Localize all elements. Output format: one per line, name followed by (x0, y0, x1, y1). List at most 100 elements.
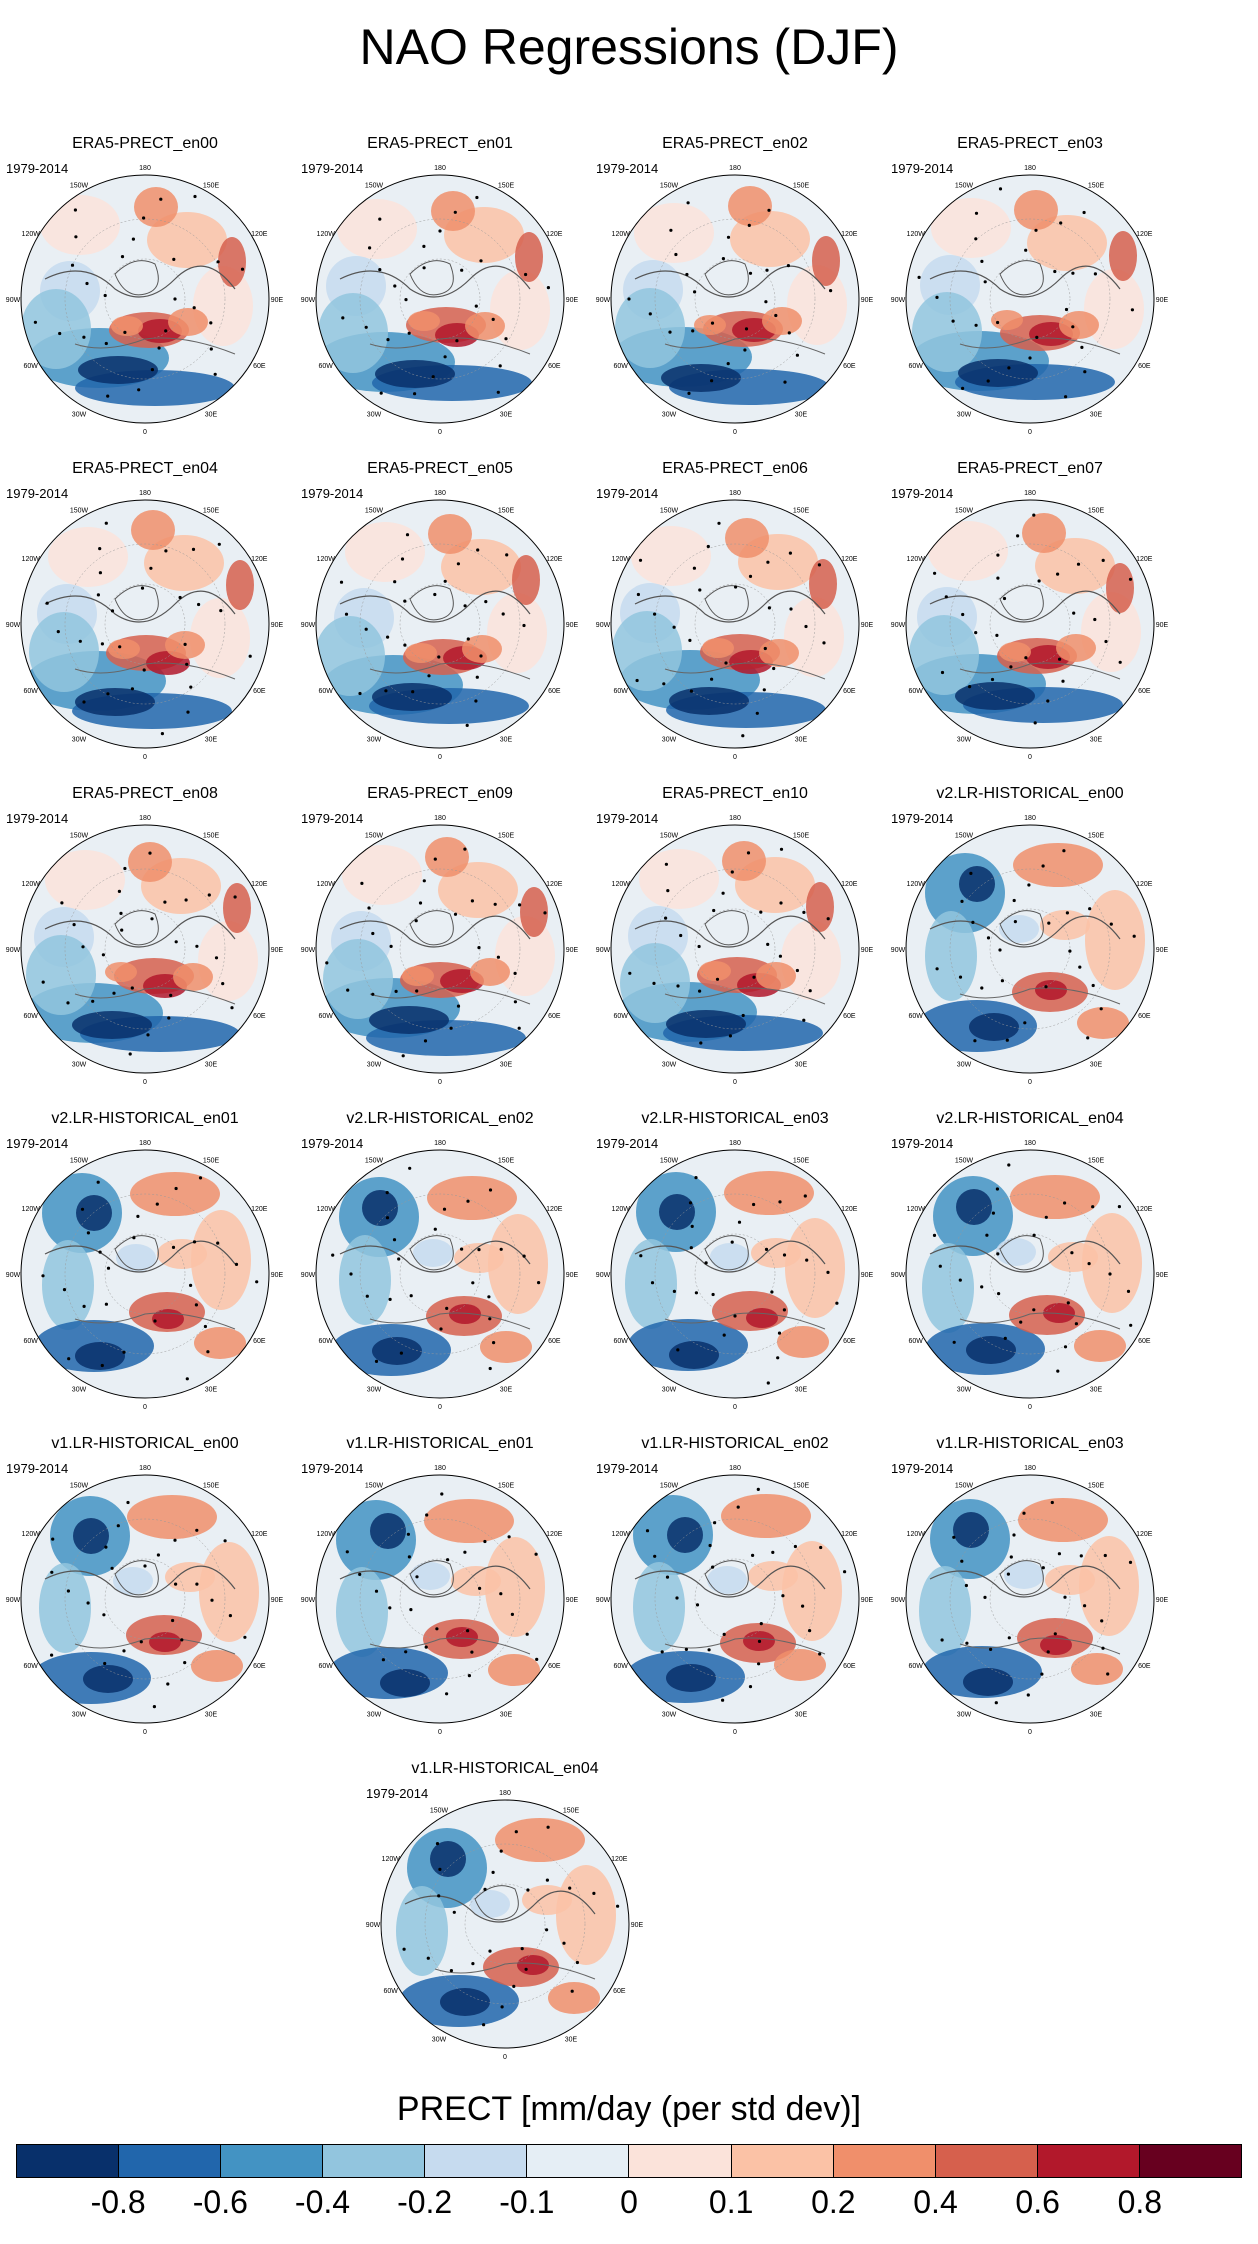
lon-label: 120E (841, 1531, 858, 1538)
lon-label: 180 (1024, 165, 1036, 172)
lon-label: 120E (546, 881, 563, 888)
lon-label: 60E (253, 363, 266, 370)
lon-label: 150W (70, 1158, 89, 1165)
lon-label: 30W (662, 1386, 677, 1393)
panel-title: ERA5-PRECT_en09 (367, 785, 513, 802)
lon-label: 120W (612, 556, 631, 563)
polar-map: 180 150E 120E 90E 60E 30E 0 30W 60W 90W 120W 150W (366, 1790, 644, 2060)
lon-label: 120E (546, 556, 563, 563)
lon-label: 120E (546, 231, 563, 238)
panel-title: v1.LR-HISTORICAL_en02 (641, 1435, 829, 1452)
colorbar-tick-label: -0.8 (90, 2184, 146, 2220)
lon-label: 30E (795, 1711, 808, 1718)
lon-label: 0 (1028, 754, 1032, 760)
lon-label: 90E (861, 622, 874, 629)
lon-label: 0 (143, 1404, 147, 1410)
lon-label: 60W (23, 1663, 38, 1670)
polar-map: 180 150E 120E 90E 60E 30E 0 30W 60W 90W 120W 150W (891, 1465, 1169, 1735)
lon-label: 120E (546, 1206, 563, 1213)
panel-period: 1979-2014 (596, 1136, 659, 1151)
lon-label: 120W (22, 556, 41, 563)
polar-map: 180 150E 120E 90E 60E 30E 0 30W 60W 90W 120W 150W (301, 1465, 579, 1735)
lon-label: 0 (1028, 429, 1032, 435)
panel-grid: ERA5-PRECT_en00 1979-2014 180 150E 120E 90E 60… (0, 135, 1175, 2060)
polar-map: 180 150E 120E 90E 60E 30E 0 30W 60W 90W 120W 150W (596, 1465, 874, 1735)
lon-label: 30W (662, 1711, 677, 1718)
lon-label: 150W (955, 1483, 974, 1490)
lon-label: 150E (203, 1483, 220, 1490)
lon-label: 120W (317, 1531, 336, 1538)
lon-label: 30W (957, 1386, 972, 1393)
lon-label: 90W (301, 297, 316, 304)
colorbar-swatch (221, 2145, 324, 2177)
map-panel: v1.LR-HISTORICAL_en00 1979-2014 180 150E 120… (0, 1435, 290, 1735)
lon-label: 90E (631, 1922, 644, 1929)
lon-label: 30W (367, 1386, 382, 1393)
panel-period: 1979-2014 (891, 1461, 954, 1476)
lon-label: 180 (434, 490, 446, 497)
panel-period: 1979-2014 (301, 1461, 364, 1476)
lon-label: 30E (1090, 1386, 1103, 1393)
lon-label: 150E (1088, 1158, 1105, 1165)
lon-label: 120E (546, 1531, 563, 1538)
lon-label: 60E (1138, 1663, 1151, 1670)
lon-label: 90E (861, 1597, 874, 1604)
panel-period: 1979-2014 (6, 811, 69, 826)
lon-label: 30E (500, 1711, 513, 1718)
lon-label: 0 (143, 754, 147, 760)
panel-title: v2.LR-HISTORICAL_en04 (936, 1110, 1124, 1127)
lon-label: 150W (365, 833, 384, 840)
panel-title: ERA5-PRECT_en02 (662, 135, 808, 152)
lon-label: 90E (566, 1597, 579, 1604)
panel-title: ERA5-PRECT_en05 (367, 460, 513, 477)
colorbar-tick-label: 0 (620, 2184, 638, 2220)
lon-label: 0 (143, 1729, 147, 1735)
map-panel: v2.LR-HISTORICAL_en02 1979-2014 180 150E 120… (295, 1110, 585, 1410)
panel-period: 1979-2014 (301, 161, 364, 176)
map-panel: ERA5-PRECT_en09 1979-2014 180 150E 120E 90E 60… (295, 785, 585, 1085)
lon-label: 150E (793, 1158, 810, 1165)
map-panel: v1.LR-HISTORICAL_en02 1979-2014 180 150E 120… (590, 1435, 880, 1735)
lon-label: 90W (891, 1272, 906, 1279)
lon-label: 150E (1088, 1483, 1105, 1490)
colorbar (16, 2144, 1242, 2178)
lon-label: 0 (733, 429, 737, 435)
lon-label: 60W (318, 363, 333, 370)
lon-label: 60E (843, 688, 856, 695)
lon-label: 90E (566, 1272, 579, 1279)
lon-label: 30E (1090, 411, 1103, 418)
lon-label: 180 (139, 815, 151, 822)
lon-label: 150E (203, 183, 220, 190)
lon-label: 150W (660, 833, 679, 840)
lon-label: 150E (203, 508, 220, 515)
lon-label: 60W (23, 1013, 38, 1020)
lon-label: 180 (139, 1465, 151, 1472)
lon-label: 30E (205, 1711, 218, 1718)
panel-title: ERA5-PRECT_en00 (72, 135, 218, 152)
lon-label: 0 (733, 1404, 737, 1410)
colorbar-tick-label: -0.4 (294, 2184, 351, 2220)
panel-title: ERA5-PRECT_en01 (367, 135, 513, 152)
polar-map: 180 150E 120E 90E 60E 30E 0 30W 60W 90W 120W 150W (891, 490, 1169, 760)
map-panel: ERA5-PRECT_en04 1979-2014 180 150E 120E 90E 60… (0, 460, 290, 760)
lon-label: 180 (139, 490, 151, 497)
lon-label: 90W (596, 622, 611, 629)
lon-label: 60E (843, 1338, 856, 1345)
lon-label: 60W (908, 1338, 923, 1345)
lon-label: 90W (596, 1597, 611, 1604)
colorbar-tick-label: -0.1 (499, 2184, 555, 2220)
lon-label: 120E (611, 1856, 628, 1863)
colorbar-swatch (323, 2145, 426, 2177)
panel-period: 1979-2014 (6, 486, 69, 501)
panel-title: v2.LR-HISTORICAL_en00 (936, 785, 1124, 802)
colorbar-swatch (119, 2145, 222, 2177)
map-panel: ERA5-PRECT_en03 1979-2014 180 150E 120E 90E 60… (885, 135, 1175, 435)
lon-label: 0 (733, 1079, 737, 1085)
lon-label: 180 (1024, 815, 1036, 822)
lon-label: 150E (498, 183, 515, 190)
panel-title: ERA5-PRECT_en07 (957, 460, 1103, 477)
panel-title: v1.LR-HISTORICAL_en04 (411, 1760, 599, 1777)
panel-title: ERA5-PRECT_en06 (662, 460, 808, 477)
lon-label: 120W (612, 1206, 631, 1213)
lon-label: 150E (793, 183, 810, 190)
